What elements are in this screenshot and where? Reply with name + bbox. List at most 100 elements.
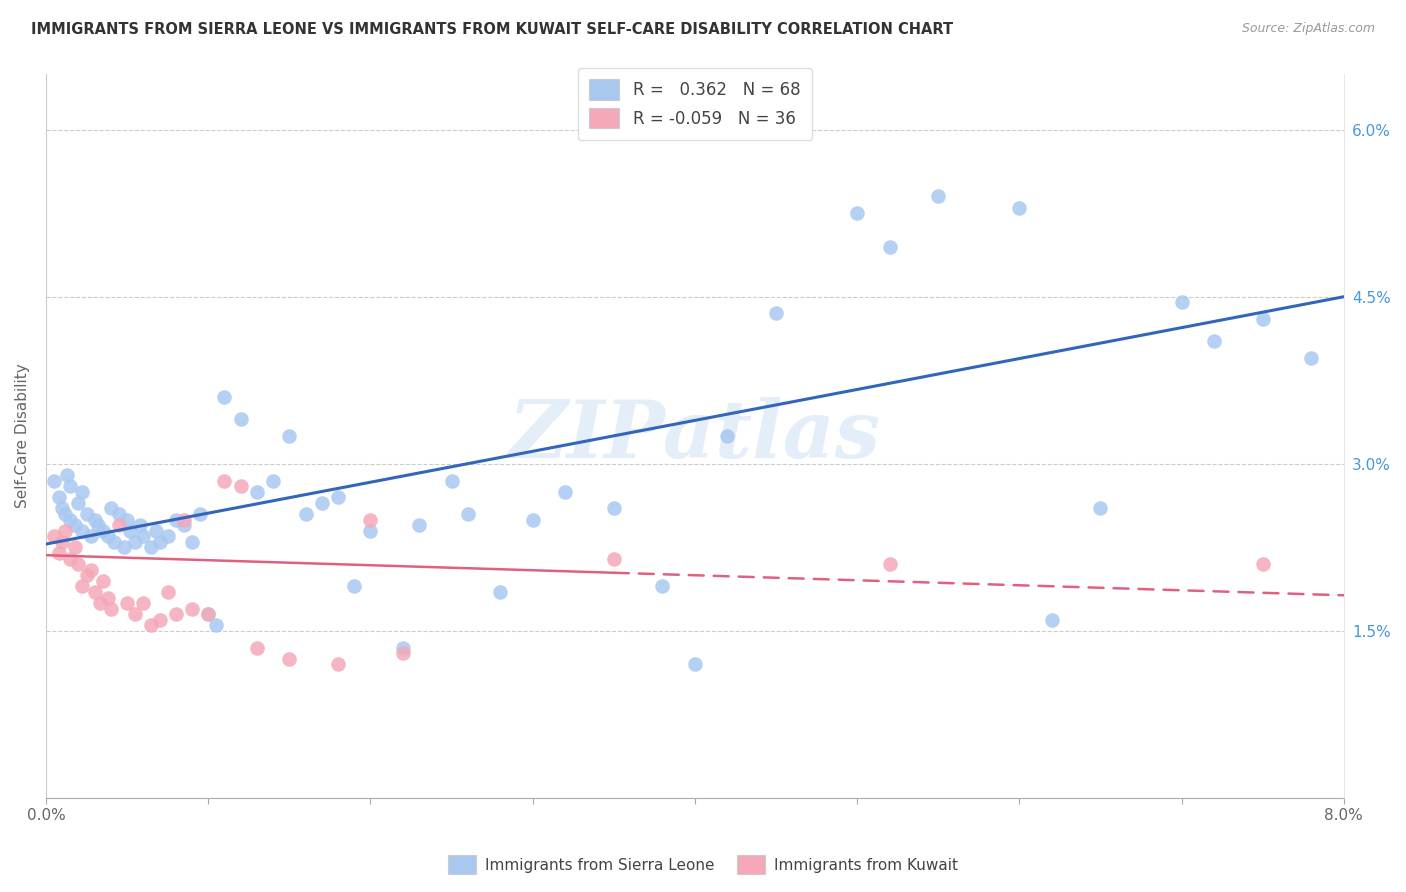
Point bbox=[311, 496, 333, 510]
Point bbox=[1090, 501, 1112, 516]
Point bbox=[76, 507, 98, 521]
Point bbox=[246, 484, 269, 499]
Point bbox=[1202, 334, 1225, 349]
Point bbox=[148, 534, 170, 549]
Point bbox=[326, 490, 349, 504]
Point bbox=[89, 596, 111, 610]
Point bbox=[124, 607, 146, 622]
Point bbox=[48, 490, 70, 504]
Point bbox=[42, 529, 65, 543]
Point bbox=[554, 484, 576, 499]
Point bbox=[392, 646, 415, 660]
Point bbox=[173, 512, 195, 526]
Point bbox=[141, 541, 163, 555]
Point bbox=[97, 529, 120, 543]
Point bbox=[59, 551, 82, 566]
Point bbox=[197, 607, 219, 622]
Point bbox=[603, 501, 626, 516]
Point bbox=[132, 529, 155, 543]
Point bbox=[214, 474, 236, 488]
Point bbox=[42, 474, 65, 488]
Point bbox=[51, 501, 73, 516]
Point bbox=[129, 518, 152, 533]
Point bbox=[457, 507, 479, 521]
Point bbox=[214, 390, 236, 404]
Point bbox=[59, 512, 82, 526]
Point bbox=[91, 524, 114, 538]
Point bbox=[55, 524, 77, 538]
Point bbox=[67, 557, 90, 571]
Point bbox=[1170, 295, 1192, 310]
Point bbox=[603, 551, 626, 566]
Point bbox=[846, 206, 869, 220]
Point bbox=[188, 507, 211, 521]
Y-axis label: Self-Care Disability: Self-Care Disability bbox=[15, 364, 30, 508]
Point bbox=[294, 507, 316, 521]
Point bbox=[197, 607, 219, 622]
Point bbox=[1251, 557, 1274, 571]
Point bbox=[148, 613, 170, 627]
Point bbox=[1251, 312, 1274, 326]
Point bbox=[87, 518, 110, 533]
Point bbox=[132, 596, 155, 610]
Point bbox=[343, 579, 366, 593]
Point bbox=[51, 534, 73, 549]
Point bbox=[879, 239, 901, 253]
Point bbox=[145, 524, 167, 538]
Point bbox=[120, 524, 142, 538]
Point bbox=[112, 541, 135, 555]
Point bbox=[55, 507, 77, 521]
Point bbox=[173, 518, 195, 533]
Point bbox=[56, 467, 79, 482]
Point bbox=[408, 518, 430, 533]
Point bbox=[70, 484, 93, 499]
Legend: Immigrants from Sierra Leone, Immigrants from Kuwait: Immigrants from Sierra Leone, Immigrants… bbox=[441, 849, 965, 880]
Point bbox=[48, 546, 70, 560]
Point bbox=[359, 524, 381, 538]
Point bbox=[115, 512, 138, 526]
Point bbox=[63, 518, 86, 533]
Point bbox=[440, 474, 463, 488]
Point bbox=[181, 601, 204, 615]
Point bbox=[115, 596, 138, 610]
Point bbox=[165, 512, 187, 526]
Point bbox=[80, 563, 103, 577]
Text: ZIPatlas: ZIPatlas bbox=[509, 397, 882, 475]
Point bbox=[765, 306, 787, 320]
Point bbox=[716, 429, 738, 443]
Point bbox=[879, 557, 901, 571]
Point bbox=[108, 518, 131, 533]
Point bbox=[1040, 613, 1063, 627]
Point bbox=[83, 585, 105, 599]
Point bbox=[100, 601, 122, 615]
Point bbox=[489, 585, 512, 599]
Point bbox=[103, 534, 125, 549]
Point bbox=[278, 652, 301, 666]
Point bbox=[70, 579, 93, 593]
Point bbox=[229, 479, 252, 493]
Point bbox=[83, 512, 105, 526]
Point bbox=[683, 657, 706, 672]
Text: IMMIGRANTS FROM SIERRA LEONE VS IMMIGRANTS FROM KUWAIT SELF-CARE DISABILITY CORR: IMMIGRANTS FROM SIERRA LEONE VS IMMIGRAN… bbox=[31, 22, 953, 37]
Point bbox=[1301, 351, 1323, 365]
Point bbox=[651, 579, 673, 593]
Point bbox=[70, 524, 93, 538]
Point bbox=[205, 618, 228, 632]
Point bbox=[100, 501, 122, 516]
Point bbox=[91, 574, 114, 588]
Point bbox=[246, 640, 269, 655]
Point bbox=[156, 529, 179, 543]
Point bbox=[262, 474, 284, 488]
Point bbox=[156, 585, 179, 599]
Point bbox=[141, 618, 163, 632]
Point bbox=[63, 541, 86, 555]
Point bbox=[392, 640, 415, 655]
Text: Source: ZipAtlas.com: Source: ZipAtlas.com bbox=[1241, 22, 1375, 36]
Point bbox=[67, 496, 90, 510]
Point bbox=[59, 479, 82, 493]
Point bbox=[97, 591, 120, 605]
Point bbox=[522, 512, 544, 526]
Point bbox=[229, 412, 252, 426]
Point bbox=[1008, 201, 1031, 215]
Point bbox=[927, 189, 949, 203]
